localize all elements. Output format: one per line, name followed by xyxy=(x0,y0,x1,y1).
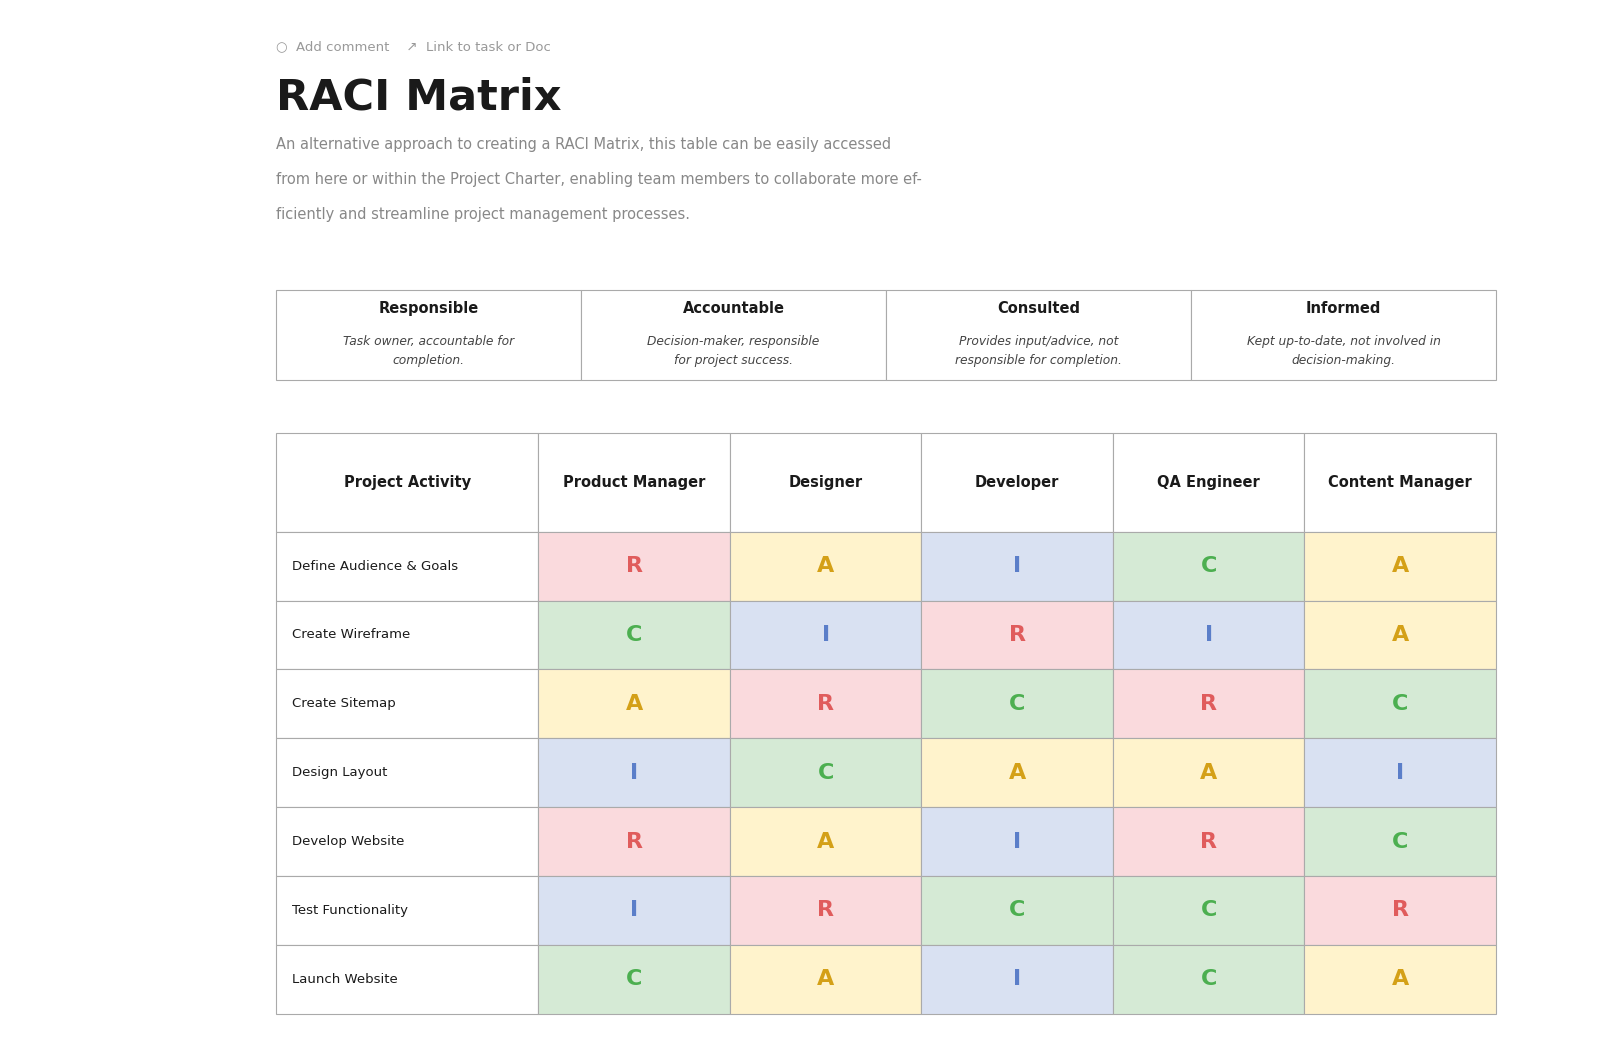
Text: A: A xyxy=(1392,557,1410,577)
Text: R: R xyxy=(1008,625,1026,645)
Text: Create Wireframe: Create Wireframe xyxy=(291,628,410,641)
Text: I: I xyxy=(630,901,638,921)
Text: R: R xyxy=(818,694,834,714)
Text: Launch Website: Launch Website xyxy=(291,973,398,986)
Text: R: R xyxy=(1200,694,1218,714)
Text: A: A xyxy=(1392,625,1410,645)
Text: Design Layout: Design Layout xyxy=(291,767,387,779)
Text: An alternative approach to creating a RACI Matrix, this table can be easily acce: An alternative approach to creating a RA… xyxy=(277,137,891,152)
Text: Create Sitemap: Create Sitemap xyxy=(291,697,395,711)
Text: C: C xyxy=(1200,557,1218,577)
Text: ficiently and streamline project management processes.: ficiently and streamline project managem… xyxy=(277,207,690,222)
Text: I: I xyxy=(1013,969,1021,989)
Text: R: R xyxy=(626,831,643,851)
Text: A: A xyxy=(1008,762,1026,782)
Text: A: A xyxy=(1200,762,1218,782)
Text: Accountable: Accountable xyxy=(683,301,784,316)
Text: C: C xyxy=(818,762,834,782)
Text: R: R xyxy=(626,557,643,577)
Text: C: C xyxy=(1200,901,1218,921)
Text: C: C xyxy=(1392,694,1408,714)
Text: R: R xyxy=(818,901,834,921)
Text: R: R xyxy=(1200,831,1218,851)
Text: R: R xyxy=(1392,901,1408,921)
Text: Define Audience & Goals: Define Audience & Goals xyxy=(291,560,458,572)
Text: Develop Website: Develop Website xyxy=(291,835,405,848)
Text: Product Manager: Product Manager xyxy=(563,475,706,490)
Text: Decision-maker, responsible
for project success.: Decision-maker, responsible for project … xyxy=(648,335,819,366)
Text: from here or within the Project Charter, enabling team members to collaborate mo: from here or within the Project Charter,… xyxy=(277,172,922,187)
Text: Content Manager: Content Manager xyxy=(1328,475,1472,490)
Text: A: A xyxy=(1392,969,1410,989)
Text: Developer: Developer xyxy=(974,475,1059,490)
Text: I: I xyxy=(1013,831,1021,851)
Text: A: A xyxy=(626,694,643,714)
Text: C: C xyxy=(1010,901,1026,921)
Text: Consulted: Consulted xyxy=(997,301,1080,316)
Text: RACI Matrix: RACI Matrix xyxy=(277,76,562,118)
Text: Test Functionality: Test Functionality xyxy=(291,904,408,917)
Text: C: C xyxy=(1200,969,1218,989)
Text: A: A xyxy=(818,969,834,989)
Text: I: I xyxy=(1205,625,1213,645)
Text: A: A xyxy=(818,831,834,851)
Text: Informed: Informed xyxy=(1306,301,1381,316)
Text: ○  Add comment    ↗  Link to task or Doc: ○ Add comment ↗ Link to task or Doc xyxy=(277,40,550,53)
Text: Kept up-to-date, not involved in
decision-making.: Kept up-to-date, not involved in decisio… xyxy=(1246,335,1440,366)
Text: I: I xyxy=(821,625,830,645)
Text: A: A xyxy=(818,557,834,577)
Text: C: C xyxy=(626,625,642,645)
Text: C: C xyxy=(1010,694,1026,714)
Text: Responsible: Responsible xyxy=(378,301,478,316)
Text: I: I xyxy=(1397,762,1405,782)
Text: I: I xyxy=(630,762,638,782)
Text: Project Activity: Project Activity xyxy=(344,475,470,490)
Text: Task owner, accountable for
completion.: Task owner, accountable for completion. xyxy=(342,335,514,366)
Text: I: I xyxy=(1013,557,1021,577)
Text: C: C xyxy=(1392,831,1408,851)
Text: Provides input/advice, not
responsible for completion.: Provides input/advice, not responsible f… xyxy=(955,335,1122,366)
Text: Designer: Designer xyxy=(789,475,862,490)
Text: QA Engineer: QA Engineer xyxy=(1157,475,1261,490)
Text: C: C xyxy=(626,969,642,989)
